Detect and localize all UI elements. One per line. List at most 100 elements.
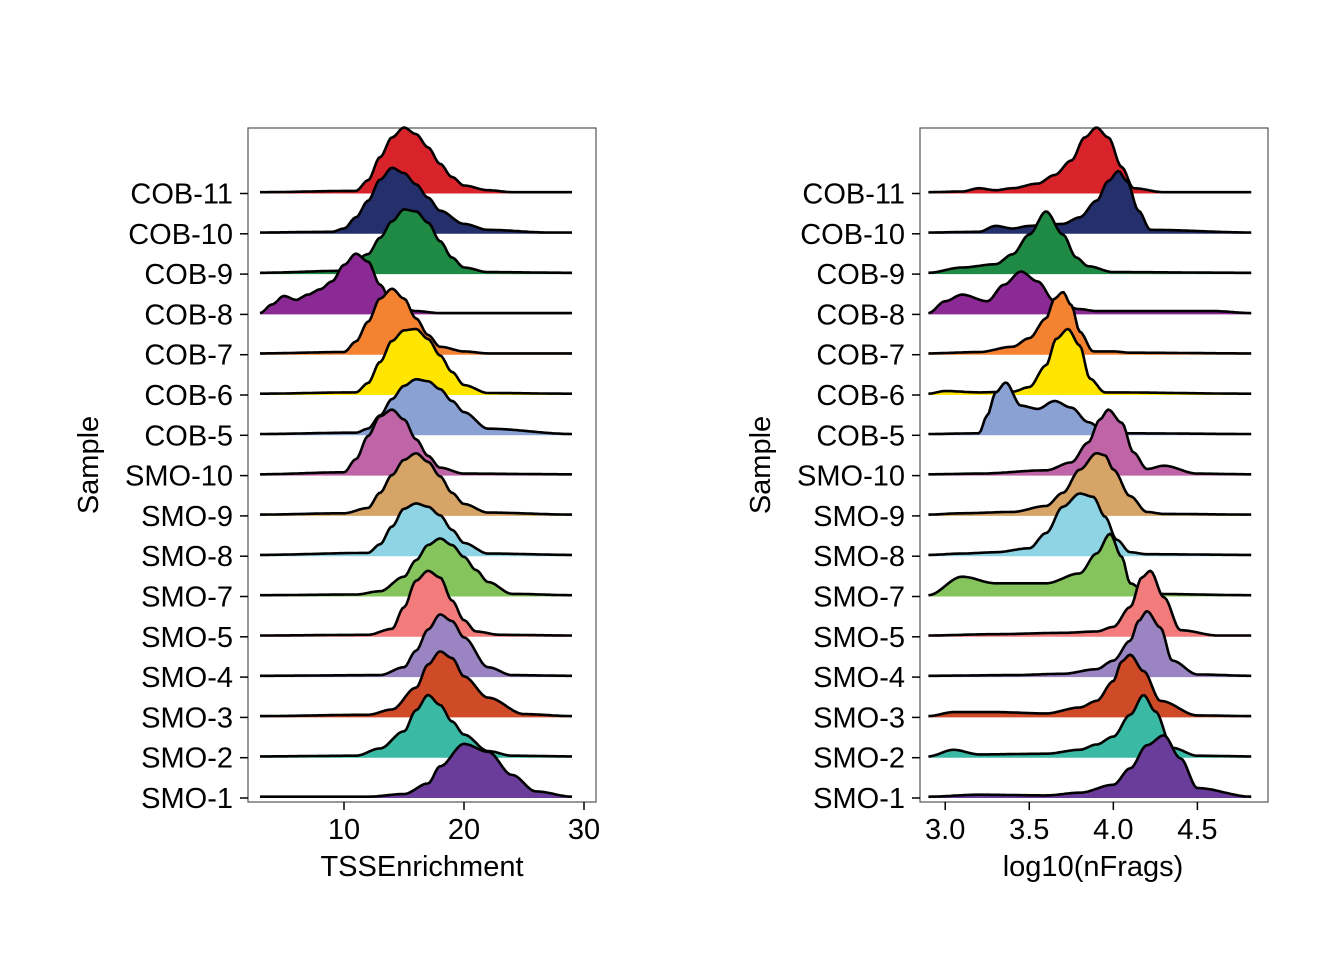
nfrags-y-tick-label: COB-6 — [816, 380, 905, 412]
tss-ridge-line-cob-9 — [260, 208, 572, 275]
nfrags-y-tick-label: SMO-2 — [813, 743, 905, 775]
tss-y-tick-label: SMO-8 — [141, 541, 233, 573]
tss-ridge-fill-smo-1 — [260, 743, 572, 798]
nfrags-ridge-line-smo-9 — [928, 452, 1252, 516]
tss-y-axis-title: Sample — [73, 416, 105, 514]
tss-y-tick-label: SMO-9 — [141, 501, 233, 533]
nfrags-y-tick-label: COB-7 — [816, 340, 905, 372]
tss-y-tick-label: COB-5 — [144, 420, 233, 452]
tss-ridge-fill-cob-6 — [260, 329, 572, 395]
tss-ridge-fill-smo-2 — [260, 695, 572, 758]
nfrags-ridge-line-cob-6 — [928, 327, 1252, 395]
tss-ridge-line-smo-4 — [260, 613, 572, 678]
nfrags-ridge-line-smo-5 — [928, 569, 1252, 637]
tss-ridge-fill-cob-8 — [260, 253, 572, 315]
nfrags-ridge-fill-smo-9 — [928, 453, 1252, 516]
tss-y-tick-label: COB-10 — [128, 219, 233, 251]
tss-ridge-line-smo-7 — [260, 537, 572, 597]
nfrags-x-tick-label: 3.5 — [1009, 814, 1049, 846]
tss-y-tick-label: COB-6 — [144, 380, 233, 412]
nfrags-y-tick-label: SMO-1 — [813, 783, 905, 815]
nfrags-x-tick-label: 4.0 — [1093, 814, 1133, 846]
nfrags-ridge-fill-smo-4 — [928, 611, 1252, 678]
tss-ridge-fill-smo-8 — [260, 503, 572, 557]
tss-ridge-line-smo-1 — [260, 742, 573, 798]
tss-y-tick-label: SMO-2 — [141, 743, 233, 775]
tss-y-tick-label: COB-9 — [144, 259, 233, 291]
nfrags-ridge-line-cob-9 — [928, 210, 1252, 275]
nfrags-ridge-line-smo-7 — [928, 532, 1252, 597]
tss-ridge-fill-smo-4 — [260, 614, 572, 678]
tss-y-tick-label: SMO-10 — [125, 461, 233, 493]
tss-ridge-line-smo-5 — [260, 569, 572, 637]
tss-ridge-line-smo-10 — [260, 408, 572, 476]
nfrags-y-tick-label: COB-10 — [800, 219, 905, 251]
nfrags-x-tick-label: 4.5 — [1177, 814, 1217, 846]
tss-ridge-line-smo-2 — [260, 693, 572, 758]
tss-y-tick-label: SMO-1 — [141, 783, 233, 815]
tss-enrichment-panel: TSSEnrichment Sample SMO-1 SMO-2 SMO-3 SMO-… — [73, 126, 600, 883]
nfrags-y-tick-label: SMO-7 — [813, 582, 905, 614]
nfrags-ridge-fill-cob-9 — [928, 211, 1252, 275]
tss-x-tick-label: 10 — [328, 814, 360, 846]
nfrags-ridge-line-smo-8 — [928, 492, 1252, 557]
tss-ridge-fill-cob-11 — [260, 127, 572, 194]
nfrags-ridge-line-smo-10 — [928, 408, 1252, 476]
tss-y-tick-label: SMO-7 — [141, 582, 233, 614]
nfrags-ridge-fill-smo-8 — [928, 493, 1252, 557]
nfrags-ridge-line-cob-10 — [928, 169, 1252, 234]
tss-ridge-fill-cob-10 — [260, 167, 572, 234]
nfrags-ridge-fill-cob-10 — [928, 171, 1252, 234]
nfrags-y-tick-label: SMO-9 — [813, 501, 905, 533]
tss-ridge-fill-smo-5 — [260, 570, 572, 637]
tss-ridge-fill-smo-7 — [260, 538, 572, 597]
nfrags-ridges — [928, 126, 1252, 798]
nfrags-y-tick-label: SMO-3 — [813, 702, 905, 734]
tss-ridge-line-smo-9 — [260, 451, 572, 516]
tss-x-axis-title: TSSEnrichment — [320, 851, 523, 883]
nfrags-x-tick-label: 3.0 — [925, 814, 965, 846]
nfrags-y-tick-label: COB-9 — [816, 259, 905, 291]
tss-x-tick-label: 30 — [568, 814, 600, 846]
tss-ridge-line-cob-11 — [260, 126, 572, 194]
tss-ridge-line-cob-6 — [260, 327, 572, 395]
nfrags-y-tick-label: SMO-8 — [813, 541, 905, 573]
tss-ridge-line-smo-8 — [260, 502, 572, 557]
tss-ridge-line-cob-7 — [260, 287, 572, 355]
nfrags-ridge-line-smo-2 — [928, 693, 1252, 758]
nfrags-y-tick-label: COB-8 — [816, 299, 905, 331]
nfrags-ridge-line-smo-4 — [928, 610, 1252, 678]
nfrags-x-axis-title: log10(nFrags) — [1003, 851, 1184, 883]
nfrags-ridge-fill-smo-1 — [928, 735, 1252, 798]
nfrags-ridge-fill-smo-5 — [928, 570, 1252, 637]
tss-ridge-line-cob-8 — [259, 252, 572, 315]
nfrags-ridge-fill-smo-7 — [928, 533, 1252, 597]
tss-y-tick-label: SMO-5 — [141, 622, 233, 654]
tss-ridge-fill-smo-9 — [260, 453, 572, 516]
tss-y-tick-label: SMO-3 — [141, 702, 233, 734]
nfrags-ridge-fill-cob-11 — [928, 127, 1252, 194]
tss-ridge-fill-smo-3 — [260, 651, 572, 718]
tss-y-tick-label: COB-11 — [130, 179, 233, 211]
tss-y-tick-label: SMO-4 — [141, 662, 233, 694]
nfrags-ridge-line-cob-11 — [928, 126, 1252, 194]
nfrags-ridge-line-cob-8 — [928, 270, 1252, 315]
tss-ridge-fill-cob-7 — [260, 288, 572, 355]
nfrags-ridge-line-cob-5 — [928, 381, 1252, 436]
nfrags-ridge-line-smo-3 — [928, 653, 1252, 718]
tss-y-tick-label: COB-8 — [144, 299, 233, 331]
nfrags-y-axis-title: Sample — [745, 416, 777, 514]
nfrags-ridge-fill-cob-5 — [928, 382, 1252, 436]
nfrags-ridge-line-cob-7 — [928, 290, 1252, 355]
nfrags-y-tick-label: SMO-10 — [797, 461, 905, 493]
tss-x-tick-label: 20 — [448, 814, 480, 846]
nfrags-y-tick-label: COB-11 — [802, 179, 905, 211]
nfrags-panel: log10(nFrags) Sample SMO-1 SMO-2 SMO-3 SMO-… — [745, 126, 1269, 883]
nfrags-y-tick-label: SMO-5 — [813, 622, 905, 654]
nfrags-ridge-fill-cob-8 — [928, 271, 1252, 315]
nfrags-ridge-line-smo-1 — [928, 734, 1252, 798]
nfrags-ridge-fill-cob-6 — [928, 329, 1252, 395]
tss-ridge-line-cob-5 — [260, 377, 572, 436]
tss-y-tick-label: COB-7 — [144, 340, 233, 372]
